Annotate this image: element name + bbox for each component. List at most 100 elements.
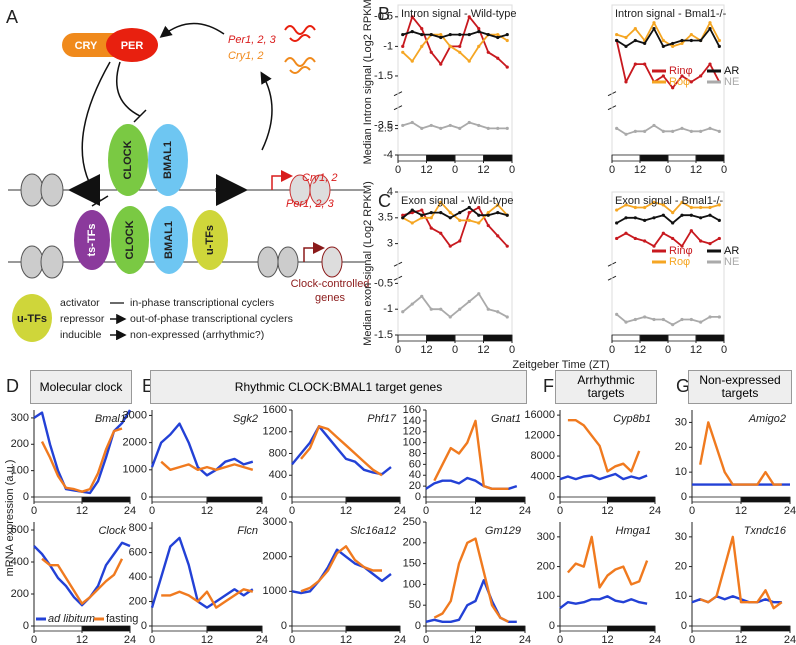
point	[708, 213, 712, 217]
y-tick-label: 0	[281, 620, 287, 632]
point	[661, 38, 665, 43]
dark-bar	[640, 335, 668, 341]
point	[689, 32, 693, 37]
point	[633, 129, 637, 133]
series-line	[559, 595, 648, 610]
y-tick-label: -1.5	[374, 70, 393, 82]
nucleosome	[20, 173, 44, 207]
point	[699, 205, 703, 210]
point	[477, 205, 481, 210]
x-axis-label: Zeitgeber Time (ZT)	[512, 359, 609, 371]
point	[496, 56, 500, 60]
series-line	[402, 33, 508, 63]
y-tick-label: 4000	[531, 470, 555, 482]
point	[624, 132, 628, 136]
series-line	[567, 419, 641, 473]
y-tick-label: 600	[11, 524, 29, 536]
legend-label: Roφ	[669, 256, 690, 268]
y-tick-label: 3000	[123, 409, 147, 421]
gene-name: Amigo2	[748, 413, 786, 425]
point	[401, 123, 405, 128]
protein-label: ts-TFs	[86, 224, 98, 257]
series-line	[425, 476, 518, 490]
series-line	[615, 40, 721, 89]
x-tick-label: 12	[634, 344, 646, 356]
point	[680, 126, 684, 130]
point	[401, 310, 405, 314]
x-tick-label: 12	[690, 164, 702, 176]
legend-label: NE	[724, 76, 739, 88]
point	[458, 218, 462, 222]
transcript-icon	[284, 25, 316, 42]
protein-label: CLOCK	[122, 140, 134, 179]
dark-bar	[483, 335, 512, 341]
y-tick-label: 40	[409, 469, 421, 481]
x-tick-label: 12	[420, 344, 432, 356]
x-tick-label: 0	[423, 634, 429, 645]
gene-name: Txndc16	[744, 525, 787, 537]
y-tick-label: 20	[409, 480, 421, 492]
dark-bar	[207, 497, 262, 502]
y-tick-label: 1000	[123, 464, 147, 476]
ts-tf-protein	[74, 210, 110, 270]
gene-name: Clock	[98, 525, 126, 537]
point	[680, 74, 684, 78]
series-line	[300, 545, 382, 593]
point	[717, 38, 721, 43]
point	[439, 231, 443, 235]
point	[467, 211, 471, 215]
point	[652, 216, 656, 220]
arrow	[260, 71, 273, 151]
legend-label: NE	[724, 256, 739, 268]
point	[439, 35, 443, 40]
point	[410, 15, 414, 19]
point	[505, 38, 509, 43]
x-tick-label: 0	[689, 634, 695, 645]
point	[633, 38, 637, 43]
x-tick-label: 24	[256, 505, 268, 517]
x-tick-label: 12	[340, 634, 352, 645]
point	[624, 44, 628, 48]
point	[448, 123, 452, 128]
series-line	[300, 425, 383, 477]
y-tick-label: 12000	[524, 429, 555, 441]
point	[661, 74, 665, 78]
point	[429, 50, 433, 54]
point	[496, 203, 500, 207]
key-text: non-expressed (arrhythmic?)	[130, 329, 264, 341]
x-tick-label: 0	[149, 634, 155, 645]
legend-label: AR	[724, 245, 739, 257]
gene-label: Per1, 2, 3	[228, 34, 277, 46]
y-tick-label: -0.5	[374, 11, 393, 23]
x-tick-label: 12	[634, 164, 646, 176]
point	[708, 27, 712, 31]
x-tick-label: 12	[201, 634, 213, 645]
point	[420, 27, 424, 31]
point	[699, 239, 703, 243]
point	[661, 213, 665, 217]
point	[624, 231, 628, 235]
point	[643, 62, 647, 66]
point	[448, 211, 452, 215]
x-tick-label: 12	[420, 164, 432, 176]
x-tick-label: 0	[609, 344, 615, 356]
point	[448, 32, 452, 37]
dark-bar	[475, 497, 525, 502]
point	[661, 203, 665, 207]
gene-name: Cyp8b1	[613, 413, 651, 425]
point	[458, 239, 462, 243]
chart: 0 10 20 30 0 12 24 Txndc16	[675, 522, 796, 645]
y-tick-label: 100	[403, 437, 421, 449]
panel-label: F	[543, 376, 554, 396]
point	[477, 27, 481, 31]
protein-label: BMAL1	[162, 141, 174, 179]
y-tick-label: 3	[387, 238, 393, 250]
section-header: Arrhythmic targets	[555, 370, 657, 404]
dark-bar	[696, 335, 724, 341]
point	[505, 126, 509, 130]
protein-label: PER	[121, 40, 144, 52]
chart: 0 400 800 1200 1600 0 12 24 Phf17	[263, 404, 407, 517]
point	[467, 218, 471, 222]
point	[458, 44, 462, 48]
